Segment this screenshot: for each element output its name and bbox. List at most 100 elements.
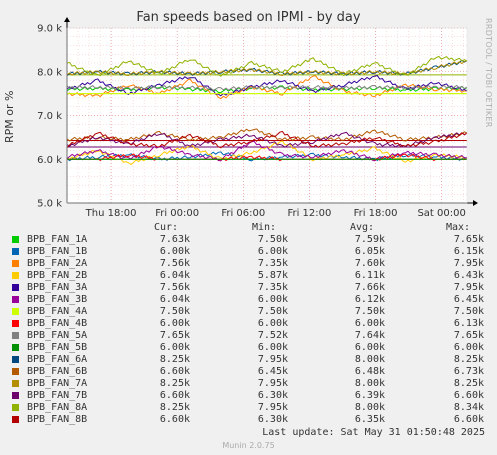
legend: Cur: Min: Avg: Max: BPB_FAN_1A 7.63k 7.50k… <box>12 222 487 426</box>
legend-value-max: 7.65k <box>453 234 484 245</box>
legend-value-min: 7.52k <box>257 330 288 341</box>
legend-value-max: 6.00k <box>453 342 484 353</box>
legend-value-cur: 6.00k <box>159 318 190 329</box>
legend-series-name: BPB_FAN_6B <box>27 366 88 377</box>
legend-value-min: 6.00k <box>257 342 288 353</box>
legend-row: BPB_FAN_3B 6.04k 6.00k 6.12k 6.45k <box>12 294 487 306</box>
series-line <box>66 128 468 142</box>
legend-row: BPB_FAN_5B 6.00k 6.00k 6.00k 6.00k <box>12 342 487 354</box>
legend-swatch <box>12 260 19 267</box>
x-tick-label: Fri 06:00 <box>221 208 265 219</box>
legend-value-avg: 6.48k <box>354 366 385 377</box>
legend-value-min: 7.50k <box>257 306 288 317</box>
rrdtool-watermark: RRDTOOL / TOBI OETIKER <box>484 18 493 128</box>
chart-area: 5.0 k 6.0 k 7.0 k 8.0 k 9.0 k Thu 18:00 Fri 00… <box>37 17 478 219</box>
legend-value-min: 6.00k <box>257 294 288 305</box>
y-axis-arrow <box>64 17 70 22</box>
legend-row: BPB_FAN_6A 8.25k 7.95k 8.00k 8.25k <box>12 354 487 366</box>
legend-value-cur: 7.56k <box>159 282 190 293</box>
legend-value-avg: 6.35k <box>354 414 385 425</box>
legend-value-avg: 8.00k <box>354 354 385 365</box>
y-tick-label: 6.0 k <box>37 155 62 166</box>
legend-row: BPB_FAN_1B 6.00k 6.00k 6.05k 6.15k <box>12 246 487 258</box>
x-tick-label: Fri 18:00 <box>354 208 398 219</box>
legend-row: BPB_FAN_4A 7.50k 7.50k 7.50k 7.50k <box>12 306 487 318</box>
legend-value-cur: 7.50k <box>159 306 190 317</box>
legend-value-max: 7.95k <box>453 258 484 269</box>
legend-value-max: 6.43k <box>453 270 484 281</box>
legend-value-avg: 6.00k <box>354 342 385 353</box>
legend-value-max: 8.34k <box>453 402 484 413</box>
series-line <box>66 59 468 76</box>
legend-value-cur: 7.65k <box>159 330 190 341</box>
legend-series-name: BPB_FAN_3A <box>27 282 88 293</box>
legend-value-min: 5.87k <box>257 270 288 281</box>
legend-row: BPB_FAN_7A 8.25k 7.95k 8.00k 8.25k <box>12 378 487 390</box>
legend-value-max: 8.25k <box>453 378 484 389</box>
legend-row: BPB_FAN_2A 7.56k 7.35k 7.60k 7.95k <box>12 258 487 270</box>
legend-value-avg: 6.39k <box>354 390 385 401</box>
legend-value-cur: 6.60k <box>159 366 190 377</box>
legend-row: BPB_FAN_4B 6.00k 6.00k 6.00k 6.13k <box>12 318 487 330</box>
legend-series-name: BPB_FAN_7A <box>27 378 88 389</box>
legend-row: BPB_FAN_6B 6.60k 6.45k 6.48k 6.73k <box>12 366 487 378</box>
legend-row: BPB_FAN_8B 6.60k 6.30k 6.35k 6.60k <box>12 414 487 426</box>
legend-value-cur: 6.00k <box>159 246 190 257</box>
plot-frame <box>66 27 468 204</box>
legend-swatch <box>12 248 19 255</box>
legend-value-avg: 7.64k <box>354 330 385 341</box>
y-tick-label: 7.0 k <box>37 111 62 122</box>
legend-value-avg: 7.66k <box>354 282 385 293</box>
legend-value-avg: 6.00k <box>354 318 385 329</box>
x-tick-label: Fri 00:00 <box>155 208 199 219</box>
legend-row: BPB_FAN_5A 7.65k 7.52k 7.64k 7.65k <box>12 330 487 342</box>
legend-value-avg: 7.59k <box>354 234 385 245</box>
legend-value-avg: 6.11k <box>354 270 385 281</box>
legend-value-min: 7.95k <box>257 354 288 365</box>
legend-series-name: BPB_FAN_2A <box>27 258 88 269</box>
legend-swatch <box>12 308 19 315</box>
legend-value-max: 6.60k <box>453 414 484 425</box>
legend-swatch <box>12 392 19 399</box>
x-tick-label: Fri 12:00 <box>287 208 331 219</box>
legend-value-avg: 7.60k <box>354 258 385 269</box>
x-tick-label: Thu 18:00 <box>85 208 137 219</box>
legend-series-name: BPB_FAN_5B <box>27 342 88 353</box>
legend-swatch <box>12 296 19 303</box>
legend-row: BPB_FAN_1A 7.63k 7.50k 7.59k 7.65k <box>12 234 487 246</box>
legend-header-cur: Cur: <box>154 222 179 233</box>
legend-value-min: 7.35k <box>257 282 288 293</box>
x-tick-label: Sat 00:00 <box>417 208 465 219</box>
legend-value-min: 7.95k <box>257 378 288 389</box>
legend-series-name: BPB_FAN_8A <box>27 402 88 413</box>
legend-row: BPB_FAN_8A 8.25k 7.95k 8.00k 8.34k <box>12 402 487 414</box>
series-line <box>66 55 468 77</box>
legend-swatch <box>12 356 19 363</box>
legend-header-min: Min: <box>252 222 277 233</box>
legend-value-max: 7.65k <box>453 330 484 341</box>
legend-value-max: 7.95k <box>453 282 484 293</box>
legend-series-name: BPB_FAN_7B <box>27 390 88 401</box>
legend-value-cur: 6.60k <box>159 390 190 401</box>
legend-series-name: BPB_FAN_4A <box>27 306 88 317</box>
legend-value-cur: 6.00k <box>159 342 190 353</box>
series-line <box>66 130 468 149</box>
legend-value-cur: 7.56k <box>159 258 190 269</box>
legend-series-name: BPB_FAN_6A <box>27 354 88 365</box>
y-tick-label: 5.0 k <box>37 199 62 210</box>
legend-value-avg: 8.00k <box>354 378 385 389</box>
legend-series-name: BPB_FAN_1B <box>27 246 88 257</box>
legend-swatch <box>12 332 19 339</box>
y-tick-label: 8.0 k <box>37 67 62 78</box>
legend-value-cur: 8.25k <box>159 354 190 365</box>
legend-value-cur: 6.04k <box>159 270 190 281</box>
legend-swatch <box>12 368 19 375</box>
legend-swatch <box>12 320 19 327</box>
legend-value-max: 6.13k <box>453 318 484 329</box>
legend-value-avg: 7.50k <box>354 306 385 317</box>
legend-value-cur: 6.60k <box>159 414 190 425</box>
legend-value-min: 6.00k <box>257 246 288 257</box>
legend-value-avg: 6.12k <box>354 294 385 305</box>
legend-series-name: BPB_FAN_1A <box>27 234 88 245</box>
munin-version: Munin 2.0.75 <box>222 441 275 450</box>
